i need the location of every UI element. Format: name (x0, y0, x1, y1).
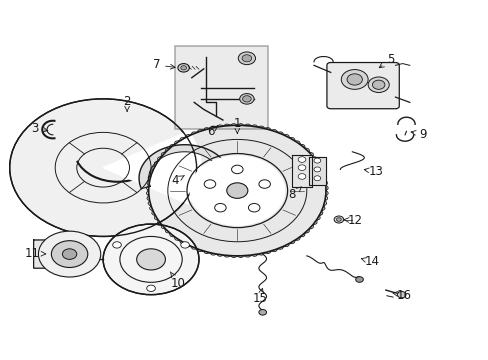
Text: 8: 8 (288, 187, 301, 201)
Text: 9: 9 (410, 128, 426, 141)
Circle shape (397, 292, 405, 298)
Text: 3: 3 (31, 122, 48, 135)
Text: 5: 5 (379, 53, 393, 68)
Text: 16: 16 (392, 288, 411, 302)
Text: 6: 6 (207, 125, 217, 138)
Circle shape (39, 231, 101, 277)
Circle shape (103, 224, 199, 294)
Circle shape (341, 69, 367, 89)
Text: 10: 10 (170, 272, 185, 290)
Circle shape (10, 99, 196, 237)
Circle shape (242, 96, 251, 102)
Circle shape (258, 310, 266, 315)
Circle shape (238, 52, 255, 65)
Circle shape (136, 249, 165, 270)
Text: 11: 11 (25, 247, 46, 260)
Circle shape (62, 249, 77, 259)
Circle shape (189, 155, 285, 226)
Circle shape (181, 66, 186, 70)
Circle shape (367, 77, 388, 93)
Circle shape (313, 176, 320, 181)
Circle shape (372, 80, 384, 89)
Wedge shape (103, 131, 201, 204)
Circle shape (298, 174, 305, 179)
Circle shape (112, 242, 121, 248)
Circle shape (242, 55, 251, 62)
Text: 7: 7 (152, 58, 175, 72)
Circle shape (333, 216, 343, 223)
Circle shape (231, 165, 243, 174)
Circle shape (248, 203, 260, 212)
Circle shape (204, 180, 215, 188)
Polygon shape (34, 240, 96, 268)
Circle shape (313, 158, 320, 163)
Circle shape (239, 94, 254, 104)
Polygon shape (292, 155, 311, 187)
Circle shape (51, 241, 88, 267)
Circle shape (313, 167, 320, 172)
Circle shape (181, 242, 189, 248)
Text: 1: 1 (233, 117, 241, 133)
Text: 12: 12 (344, 214, 362, 227)
Circle shape (355, 277, 363, 282)
Text: 15: 15 (252, 288, 267, 305)
Polygon shape (146, 123, 327, 257)
Circle shape (178, 64, 189, 72)
Text: 14: 14 (361, 255, 379, 268)
Text: 13: 13 (364, 165, 383, 178)
Circle shape (336, 218, 341, 221)
Polygon shape (139, 145, 224, 189)
Circle shape (226, 183, 247, 198)
Polygon shape (308, 157, 325, 185)
Text: 2: 2 (123, 95, 131, 111)
Circle shape (214, 203, 225, 212)
Text: 4: 4 (171, 174, 184, 187)
Bar (175, 46, 268, 129)
Circle shape (146, 285, 155, 292)
Circle shape (258, 180, 270, 188)
FancyBboxPatch shape (326, 63, 399, 109)
Circle shape (346, 74, 362, 85)
Circle shape (298, 157, 305, 162)
Circle shape (298, 165, 305, 171)
